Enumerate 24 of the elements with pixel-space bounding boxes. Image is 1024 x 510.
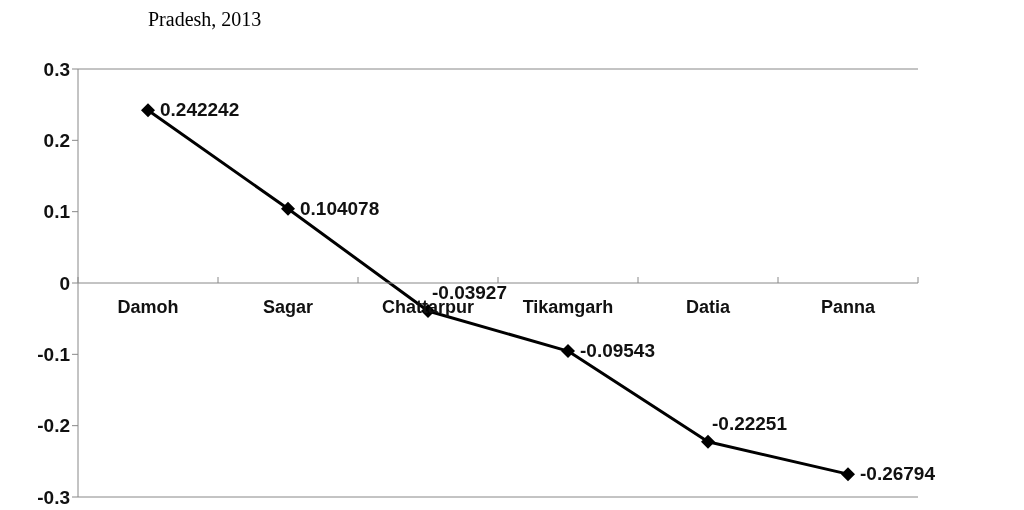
data-label: -0.03927 (432, 282, 508, 304)
chart-title: Pradesh, 2013 (148, 8, 262, 31)
y-tick-label: 0.2 (43, 130, 70, 152)
data-label: -0.26794 (860, 463, 936, 485)
data-label: -0.22251 (712, 412, 788, 434)
data-label: 0.242242 (160, 99, 240, 121)
data-label: -0.09543 (580, 340, 656, 362)
y-tick-label: 0 (59, 272, 70, 294)
y-tick-label: -0.3 (37, 486, 70, 508)
x-tick-label: Panna (820, 297, 876, 317)
point (841, 467, 855, 482)
point (141, 103, 155, 118)
x-tick-label: Damoh (117, 297, 179, 317)
point (701, 434, 715, 449)
y-tick-label: 0.3 (43, 58, 70, 80)
x-tick-label: Tikamgarh (522, 297, 614, 317)
y-tick-label: -0.1 (37, 344, 71, 366)
point (281, 201, 295, 216)
x-tick-label: Datia (685, 297, 731, 317)
data-label: 0.104078 (300, 197, 380, 219)
point (561, 344, 575, 359)
y-tick-label: 0.1 (43, 201, 71, 223)
x-tick-label: Sagar (262, 297, 314, 317)
y-tick-label: -0.2 (37, 415, 70, 437)
